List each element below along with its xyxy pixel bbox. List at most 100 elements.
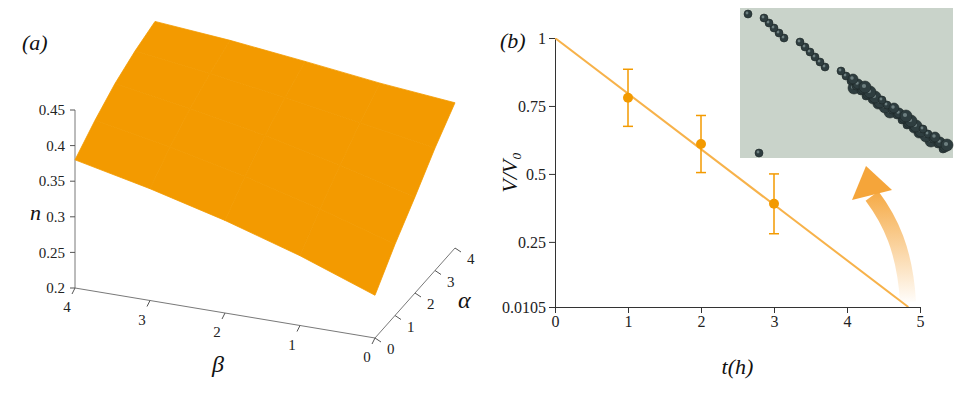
beta-tick-label: 3: [138, 312, 146, 328]
inset-cell-highlight: [839, 69, 842, 72]
error-bar: [769, 174, 779, 234]
inset-cell: [889, 103, 899, 113]
tick-label: 1: [625, 313, 633, 330]
tick: 0.75: [518, 98, 555, 115]
error-bar-cap: [623, 69, 633, 71]
error-bar: [696, 115, 706, 172]
beta-tick: [147, 301, 150, 307]
tick: 0.0105: [502, 299, 555, 316]
n-tick: [70, 216, 75, 217]
tick-label: 2: [698, 313, 706, 330]
inset-cell: [760, 14, 768, 22]
tick-mark: [549, 307, 555, 308]
inset-cell: [796, 38, 804, 46]
alpha-tick-label: 4: [467, 251, 475, 267]
alpha-tick: [415, 293, 421, 297]
tick-label: 0: [552, 313, 560, 330]
beta-tick-label: 0: [363, 349, 371, 365]
inset-cell: [900, 110, 912, 122]
alpha-tick: [375, 338, 381, 342]
inset-cell-highlight: [746, 12, 749, 15]
inset-cell-highlight: [762, 16, 765, 19]
inset-cell-highlight: [880, 98, 883, 101]
tick-mark: [701, 307, 702, 313]
panel-a: 01234012340.20.250.30.350.40.45(a)nβα: [22, 21, 475, 377]
beta-tick-label: 1: [288, 337, 296, 353]
n-tick: [70, 181, 75, 182]
line: [555, 38, 908, 307]
alpha-tick: [455, 248, 461, 252]
error-bar-cap: [696, 172, 706, 174]
n-tick-label: 0.2: [46, 280, 65, 296]
beta-tick-label: 4: [63, 299, 71, 315]
tick-mark: [847, 307, 848, 313]
tick: 1: [625, 307, 633, 330]
axes-3d: 01234012340.20.250.30.350.40.45: [39, 102, 475, 365]
axis-title: t(h): [722, 354, 754, 379]
tick: 3: [771, 307, 779, 330]
axis-title: α: [458, 287, 471, 313]
alpha-tick-label: 3: [447, 274, 455, 290]
inset-cell: [878, 96, 886, 104]
tick: 2: [698, 307, 706, 330]
surface: [75, 21, 455, 295]
arrow-head: [852, 166, 892, 200]
inset-background: [740, 8, 953, 158]
inset-image: [740, 8, 953, 158]
inset-cell: [744, 10, 752, 18]
n-tick: [70, 110, 75, 111]
alpha-tick: [395, 316, 401, 320]
tick-label: 0.0105: [502, 299, 546, 316]
alpha-tick: [435, 271, 441, 275]
beta-tick: [297, 326, 300, 332]
panel-label: (b): [500, 28, 526, 53]
inset-cell-highlight: [798, 40, 801, 43]
tick-mark: [549, 174, 555, 175]
inset-cell-highlight: [932, 134, 936, 138]
tick-label: 3: [771, 313, 779, 330]
alpha-tick-label: 2: [427, 296, 435, 312]
surface-cell: [300, 209, 395, 295]
tick-label: 5: [917, 313, 925, 330]
axis-line: [556, 307, 921, 308]
inset-cell: [941, 139, 953, 151]
figure: 01234012340.20.250.30.350.40.45(a)nβα012…: [0, 0, 955, 393]
inset-cell: [837, 67, 845, 75]
tick-mark: [774, 307, 775, 313]
error-bar-cap: [769, 173, 779, 175]
inset-cell-highlight: [891, 105, 895, 109]
tick: 1: [538, 30, 555, 47]
axis-line: [555, 39, 556, 308]
tick-mark: [555, 307, 556, 313]
n-tick-label: 0.25: [39, 245, 65, 261]
arrow-shaft: [872, 196, 908, 302]
beta-tick: [372, 338, 375, 344]
inset-cell: [919, 125, 927, 133]
tick-label: 4: [844, 313, 852, 330]
inset-cell-highlight: [862, 84, 866, 88]
tick: 0: [552, 307, 560, 330]
tick-mark: [549, 242, 555, 243]
tick-mark: [628, 307, 629, 313]
inset-cell-highlight: [921, 127, 924, 130]
n-tick: [70, 288, 75, 289]
error-bar-cap: [696, 115, 706, 117]
tick-label: 0.25: [518, 234, 546, 251]
tick-label: 0.5: [526, 166, 546, 183]
error-bar-cap: [769, 233, 779, 235]
axis-title: n: [30, 200, 41, 225]
tick: 5: [917, 307, 925, 330]
tick-mark: [920, 307, 921, 313]
tick-mark: [549, 106, 555, 107]
n-tick-label: 0.3: [46, 209, 65, 225]
inset-cell: [755, 149, 763, 157]
inset-cell-highlight: [944, 142, 948, 146]
tick: 0.5: [526, 166, 555, 183]
beta-tick: [222, 313, 225, 319]
tick-mark: [549, 38, 555, 39]
inset-cell: [859, 81, 871, 93]
n-tick: [70, 145, 75, 146]
x-axis: 0 1 2 3 4 5: [552, 307, 925, 330]
error-bar-cap: [623, 126, 633, 128]
point: [696, 139, 706, 149]
